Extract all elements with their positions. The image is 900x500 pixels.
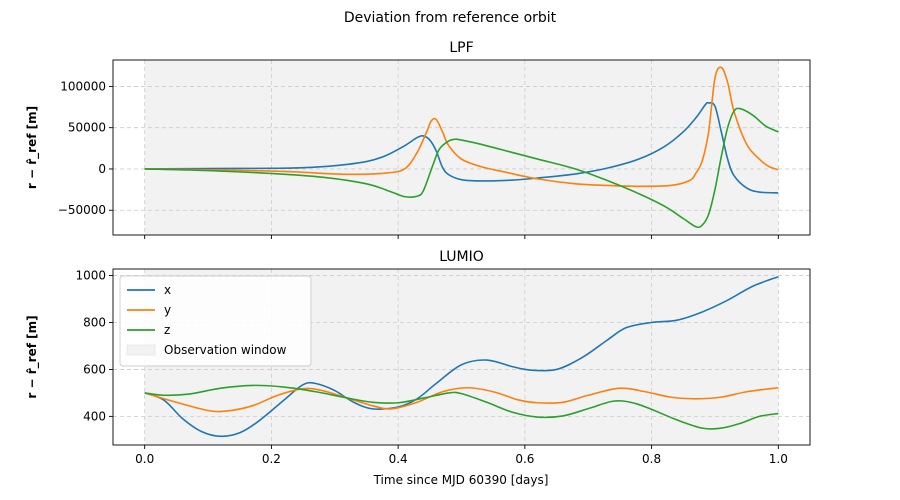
y-tick-label: 1000 xyxy=(75,269,106,283)
x-tick-label: 0.2 xyxy=(262,452,281,466)
series-line-x xyxy=(144,275,779,438)
legend-label: x xyxy=(164,283,171,297)
legend-swatch-window xyxy=(126,344,156,356)
y-axis-label: r − r̂_ref [m] xyxy=(25,106,40,189)
series-line-x xyxy=(144,101,779,194)
series-line-z xyxy=(144,107,779,229)
x-tick-label: 1.0 xyxy=(769,452,788,466)
legend-box xyxy=(119,275,312,367)
y-tick-label: 400 xyxy=(83,409,106,423)
figure-title: Deviation from reference orbit xyxy=(344,10,557,26)
series-group xyxy=(144,275,779,438)
legend-label: Observation window xyxy=(164,343,287,357)
series-line-y xyxy=(144,386,779,413)
y-axis-label: r − r̂_ref [m] xyxy=(25,315,40,398)
lumio-panel: 0.0 0.2 0.4 0.6 0.8 1.0 400 600 800 1000 LUMIO r − … xyxy=(25,249,811,466)
lpf-panel: −50000 0 50000 100000 LPF r − r̂_ref [m] xyxy=(25,40,811,239)
observation-window-band xyxy=(144,60,779,235)
legend-label: y xyxy=(164,303,171,317)
legend-label: z xyxy=(164,323,170,337)
x-tick-label: 0.6 xyxy=(515,452,534,466)
axes-frame xyxy=(112,59,811,236)
y-tick-label: 0 xyxy=(98,162,106,176)
y-tick-label: 50000 xyxy=(68,121,106,135)
x-tick-label: 0.0 xyxy=(135,452,154,466)
x-axis-label: Time since MJD 60390 [days] xyxy=(373,473,549,487)
series-line-y xyxy=(144,66,779,188)
x-tick-label: 0.4 xyxy=(389,452,408,466)
series-group xyxy=(144,66,779,229)
y-tick-label: 100000 xyxy=(60,79,106,93)
x-tick-label: 0.8 xyxy=(642,452,661,466)
series-line-z xyxy=(144,384,779,430)
axes-frame xyxy=(112,268,811,446)
y-tick-label: 600 xyxy=(83,362,106,376)
y-tick-label: 800 xyxy=(83,316,106,330)
y-tick-label: −50000 xyxy=(58,203,106,217)
panel-title: LUMIO xyxy=(439,249,484,265)
panel-title: LPF xyxy=(449,40,473,56)
